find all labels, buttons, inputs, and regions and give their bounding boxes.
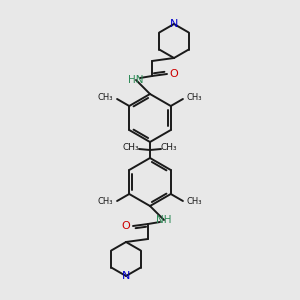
Text: CH₃: CH₃ [123, 143, 139, 152]
Text: NH: NH [156, 215, 172, 225]
Text: HN: HN [128, 75, 144, 85]
Text: O: O [169, 69, 178, 79]
Text: CH₃: CH₃ [98, 197, 113, 206]
Text: CH₃: CH₃ [98, 94, 113, 103]
Text: CH₃: CH₃ [187, 197, 203, 206]
Text: O: O [122, 221, 130, 231]
Text: CH₃: CH₃ [161, 143, 177, 152]
Text: N: N [170, 19, 178, 29]
Text: CH₃: CH₃ [187, 94, 203, 103]
Text: N: N [122, 271, 130, 281]
